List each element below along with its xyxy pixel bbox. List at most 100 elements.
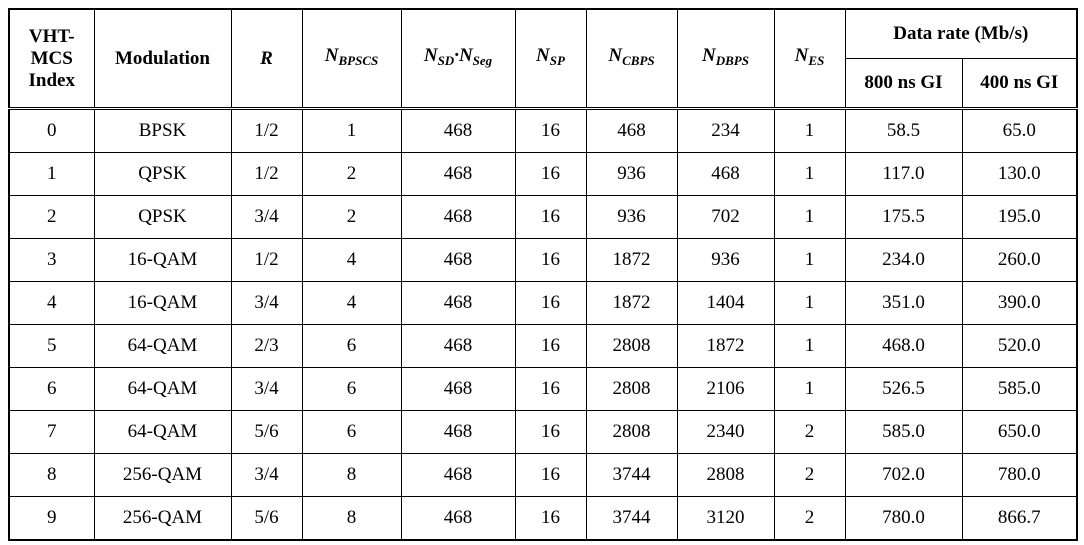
cell-nbpscs: 4 (301, 238, 402, 282)
table-row: 1 QPSK 1/2 2 468 16 936 468 1 117.0 130.0 (8, 152, 1078, 196)
cell-modulation: BPSK (93, 108, 232, 153)
cell-r: 3/4 (230, 453, 303, 497)
cell-modulation: 64-QAM (93, 367, 232, 411)
cell-rate-800ns: 175.5 (844, 195, 963, 239)
cell-rate-400ns: 520.0 (961, 324, 1078, 368)
cell-r: 1/2 (230, 238, 303, 282)
cell-mcs-index: 9 (8, 496, 95, 541)
header-ncbps-sub: CBPS (622, 53, 655, 68)
cell-rate-400ns: 195.0 (961, 195, 1078, 239)
cell-ncbps: 468 (585, 108, 678, 153)
cell-ncbps: 2808 (585, 410, 678, 454)
header-nsp-sub: SP (549, 53, 565, 68)
cell-nes: 2 (773, 496, 846, 541)
header-nes-sub: ES (808, 53, 825, 68)
cell-nbpscs: 8 (301, 496, 402, 541)
header-nseg-main: N (458, 45, 473, 66)
cell-nbpscs: 2 (301, 152, 402, 196)
cell-nes: 1 (773, 367, 846, 411)
cell-modulation: 16-QAM (93, 281, 232, 325)
table-row: 2 QPSK 3/4 2 468 16 936 702 1 175.5 195.0 (8, 195, 1078, 239)
table-row: 5 64-QAM 2/3 6 468 16 2808 1872 1 468.0 520.0 (8, 324, 1078, 368)
cell-ndbps: 936 (676, 238, 775, 282)
cell-nsd-nseg: 468 (400, 367, 516, 411)
cell-rate-800ns: 585.0 (844, 410, 963, 454)
cell-ncbps: 3744 (585, 453, 678, 497)
cell-mcs-index: 1 (8, 152, 95, 196)
header-nsd-nseg: NSD·NSeg (400, 8, 516, 109)
cell-modulation: 64-QAM (93, 410, 232, 454)
cell-r: 5/6 (230, 410, 303, 454)
header-modulation: Modulation (93, 8, 232, 109)
cell-ndbps: 3120 (676, 496, 775, 541)
cell-modulation: 256-QAM (93, 453, 232, 497)
cell-ncbps: 936 (585, 152, 678, 196)
cell-ncbps: 2808 (585, 367, 678, 411)
table-row: 0 BPSK 1/2 1 468 16 468 234 1 58.5 65.0 (8, 108, 1078, 153)
cell-r: 5/6 (230, 496, 303, 541)
cell-rate-400ns: 866.7 (961, 496, 1078, 541)
header-ncbps-main: N (608, 45, 623, 66)
cell-mcs-index: 8 (8, 453, 95, 497)
cell-r: 1/2 (230, 152, 303, 196)
cell-ncbps: 1872 (585, 281, 678, 325)
cell-nes: 1 (773, 238, 846, 282)
cell-rate-800ns: 58.5 (844, 108, 963, 153)
cell-ndbps: 1872 (676, 324, 775, 368)
cell-nbpscs: 8 (301, 453, 402, 497)
table-header: VHT-MCS Index Modulation R NBPSCS NSD·NS… (8, 8, 1078, 109)
cell-ncbps: 1872 (585, 238, 678, 282)
cell-rate-400ns: 585.0 (961, 367, 1078, 411)
cell-nsp: 16 (514, 152, 587, 196)
cell-modulation: 256-QAM (93, 496, 232, 541)
table-row: 8 256-QAM 3/4 8 468 16 3744 2808 2 702.0 780.0 (8, 453, 1078, 497)
header-ncbps: NCBPS (585, 8, 678, 109)
cell-modulation: QPSK (93, 152, 232, 196)
cell-rate-400ns: 650.0 (961, 410, 1078, 454)
cell-nbpscs: 2 (301, 195, 402, 239)
table-row: 4 16-QAM 3/4 4 468 16 1872 1404 1 351.0 390.0 (8, 281, 1078, 325)
vht-mcs-table: VHT-MCS Index Modulation R NBPSCS NSD·NS… (8, 8, 1079, 541)
header-nsd-sub: SD (437, 53, 455, 68)
table-row: 7 64-QAM 5/6 6 468 16 2808 2340 2 585.0 650.0 (8, 410, 1078, 454)
header-nseg-sub: Seg (472, 53, 493, 68)
cell-nsd-nseg: 468 (400, 195, 516, 239)
cell-r: 3/4 (230, 367, 303, 411)
header-nsp: NSP (514, 8, 587, 109)
cell-nsp: 16 (514, 324, 587, 368)
cell-rate-800ns: 234.0 (844, 238, 963, 282)
cell-nsd-nseg: 468 (400, 410, 516, 454)
cell-rate-800ns: 780.0 (844, 496, 963, 541)
cell-rate-800ns: 526.5 (844, 367, 963, 411)
cell-nsd-nseg: 468 (400, 324, 516, 368)
header-800ns-gi: 800 ns GI (844, 58, 963, 109)
header-data-rate: Data rate (Mb/s) (844, 8, 1078, 59)
cell-nsd-nseg: 468 (400, 238, 516, 282)
cell-nbpscs: 4 (301, 281, 402, 325)
cell-mcs-index: 5 (8, 324, 95, 368)
cell-mcs-index: 6 (8, 367, 95, 411)
cell-rate-800ns: 702.0 (844, 453, 963, 497)
header-nes-main: N (794, 45, 809, 66)
cell-nes: 1 (773, 195, 846, 239)
cell-nes: 1 (773, 324, 846, 368)
cell-ndbps: 468 (676, 152, 775, 196)
cell-nsd-nseg: 468 (400, 281, 516, 325)
cell-ndbps: 2106 (676, 367, 775, 411)
cell-rate-400ns: 65.0 (961, 108, 1078, 153)
cell-nsp: 16 (514, 410, 587, 454)
cell-r: 3/4 (230, 195, 303, 239)
cell-nsp: 16 (514, 195, 587, 239)
header-400ns-gi: 400 ns GI (961, 58, 1078, 109)
header-r: R (230, 8, 303, 109)
header-nsp-main: N (536, 45, 550, 66)
cell-rate-400ns: 260.0 (961, 238, 1078, 282)
header-vht-mcs-index: VHT-MCS Index (8, 8, 95, 109)
table-row: 6 64-QAM 3/4 6 468 16 2808 2106 1 526.5 585.0 (8, 367, 1078, 411)
header-nsd-dot: · (454, 45, 459, 66)
cell-mcs-index: 0 (8, 108, 95, 153)
cell-nbpscs: 6 (301, 324, 402, 368)
cell-ncbps: 3744 (585, 496, 678, 541)
cell-nes: 2 (773, 453, 846, 497)
cell-mcs-index: 7 (8, 410, 95, 454)
